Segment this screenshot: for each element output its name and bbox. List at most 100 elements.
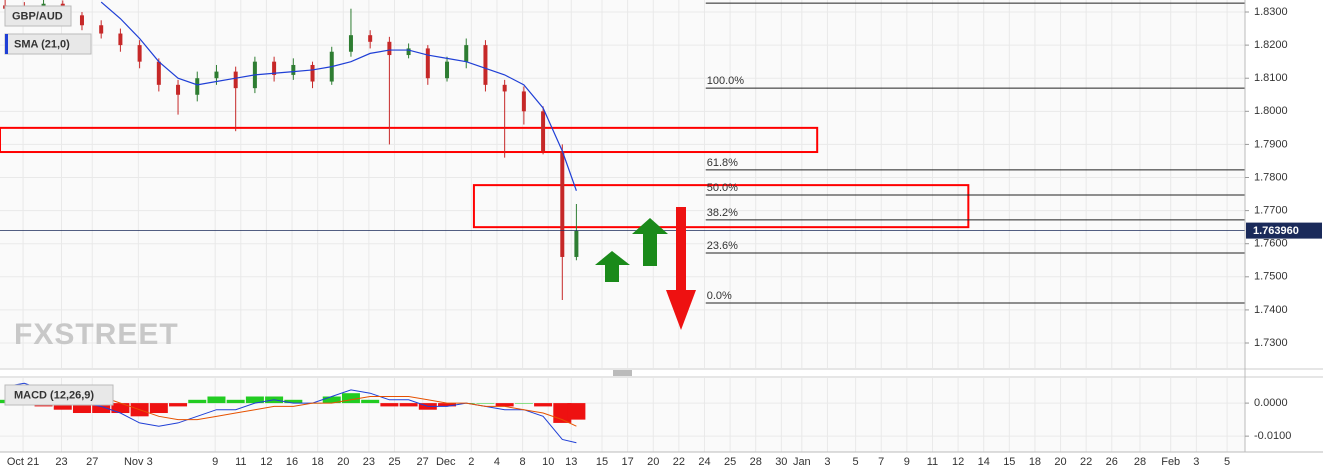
x-tick-label: Nov 3 bbox=[124, 456, 153, 468]
fib-label: 38.2% bbox=[707, 207, 738, 219]
x-tick-label: Jan bbox=[793, 456, 811, 468]
price-zone bbox=[0, 126, 819, 154]
histogram-bar bbox=[111, 403, 130, 414]
y-tick-label: 1.7500 bbox=[1254, 271, 1288, 283]
x-tick-label: 25 bbox=[388, 456, 400, 468]
x-tick-label: 18 bbox=[1029, 456, 1041, 468]
histogram-bar bbox=[438, 403, 457, 407]
candle-body bbox=[445, 61, 450, 79]
candle-body bbox=[272, 61, 277, 75]
candle-body bbox=[176, 84, 181, 95]
x-tick-label: 20 bbox=[1054, 456, 1066, 468]
up-arrow bbox=[632, 218, 668, 266]
y-tick-label: -0.0100 bbox=[1254, 430, 1291, 442]
fib-label: 0.0% bbox=[707, 290, 732, 302]
x-tick-label: 7 bbox=[878, 456, 884, 468]
y-tick-label: 1.8000 bbox=[1254, 105, 1288, 117]
x-tick-label: 16 bbox=[286, 456, 298, 468]
fib-label: 138.2% bbox=[707, 0, 745, 2]
histogram-bar bbox=[53, 403, 72, 410]
candle-body bbox=[79, 15, 84, 26]
x-tick-label: 13 bbox=[565, 456, 577, 468]
candle-body bbox=[406, 48, 411, 56]
histogram-bar bbox=[534, 403, 553, 407]
candle-body bbox=[291, 64, 296, 75]
sma-line bbox=[100, 1, 577, 191]
candle-body bbox=[541, 111, 546, 152]
y-tick-label: 1.8100 bbox=[1254, 72, 1288, 84]
candle-body bbox=[425, 48, 430, 79]
x-tick-label: 3 bbox=[824, 456, 830, 468]
layers: 138.2% 100.0% 61.8% 50.0% 38.2% 23.6% 0.0% bbox=[0, 0, 1245, 452]
x-tick-label: 5 bbox=[853, 456, 859, 468]
x-tick-label: 17 bbox=[621, 456, 633, 468]
x-tick-label: 15 bbox=[596, 456, 608, 468]
x-tick-label: Oct 21 bbox=[7, 456, 39, 468]
candle-body bbox=[195, 78, 200, 95]
candle-body bbox=[387, 41, 392, 56]
x-tick-label: 24 bbox=[698, 456, 710, 468]
y-tick-label: 0.0000 bbox=[1254, 397, 1288, 409]
candle-body bbox=[214, 71, 219, 79]
histogram-bar bbox=[207, 396, 226, 404]
histogram-bar bbox=[341, 393, 360, 404]
fib-label: 23.6% bbox=[707, 240, 738, 252]
sma-swatch bbox=[5, 34, 8, 54]
fib-label: 100.0% bbox=[707, 75, 745, 87]
watermark: FXSTREET bbox=[14, 318, 179, 351]
histogram-bar bbox=[226, 399, 245, 404]
x-tick-label: 12 bbox=[952, 456, 964, 468]
x-tick-label: 27 bbox=[417, 456, 429, 468]
x-tick-label: Feb bbox=[1161, 456, 1180, 468]
candle-body bbox=[99, 25, 104, 34]
histogram-bar bbox=[72, 403, 91, 414]
candle-body bbox=[118, 33, 123, 46]
histogram-bar bbox=[149, 403, 168, 414]
price-zone bbox=[472, 184, 970, 229]
histogram-bar bbox=[188, 399, 207, 404]
symbol-box bbox=[4, 5, 72, 27]
candle-body bbox=[502, 84, 507, 92]
symbol-title: GBP/AUD bbox=[12, 10, 63, 22]
histogram-bar bbox=[514, 403, 533, 404]
x-tick-label: 9 bbox=[212, 456, 218, 468]
macd-box bbox=[4, 384, 114, 406]
candle-body bbox=[574, 230, 579, 257]
y-tick-label: 1.7300 bbox=[1254, 337, 1288, 349]
y-tick-label: 1.7700 bbox=[1254, 205, 1288, 217]
histogram-bar bbox=[361, 399, 380, 404]
x-tick-label: 23 bbox=[55, 456, 67, 468]
histogram-bar bbox=[567, 403, 586, 420]
candle-body bbox=[137, 45, 142, 62]
x-tick-label: 8 bbox=[520, 456, 526, 468]
candle-body bbox=[521, 91, 526, 112]
x-tick-label: 9 bbox=[904, 456, 910, 468]
candle-body bbox=[348, 35, 353, 52]
x-tick-label: 30 bbox=[775, 456, 787, 468]
candle-body bbox=[368, 35, 373, 42]
y-tick-label: 1.7800 bbox=[1254, 171, 1288, 183]
x-tick-label: 4 bbox=[494, 456, 500, 468]
x-tick-label: 18 bbox=[312, 456, 324, 468]
y-tick-label: 1.7600 bbox=[1254, 238, 1288, 250]
x-tick-label: 28 bbox=[1134, 456, 1146, 468]
x-tick-label: 25 bbox=[724, 456, 736, 468]
x-tick-label: 28 bbox=[750, 456, 762, 468]
histogram-bar bbox=[92, 403, 111, 414]
x-tick-label: 22 bbox=[1080, 456, 1092, 468]
candle-body bbox=[483, 45, 488, 85]
histogram-bar bbox=[495, 403, 514, 407]
histogram-bar bbox=[322, 396, 341, 404]
last-price-box bbox=[1246, 222, 1322, 239]
x-tick-label: 2 bbox=[468, 456, 474, 468]
x-tick-label: 11 bbox=[927, 456, 938, 468]
last-price-label: 1.763960 bbox=[1253, 225, 1299, 237]
x-tick-label: 20 bbox=[647, 456, 659, 468]
x-tick-label: 27 bbox=[86, 456, 98, 468]
x-tick-label: 11 bbox=[235, 456, 246, 468]
down-arrow bbox=[666, 207, 696, 330]
resize-handle[interactable] bbox=[613, 370, 632, 376]
y-tick-label: 1.8200 bbox=[1254, 39, 1288, 51]
histogram-bar bbox=[284, 399, 303, 404]
